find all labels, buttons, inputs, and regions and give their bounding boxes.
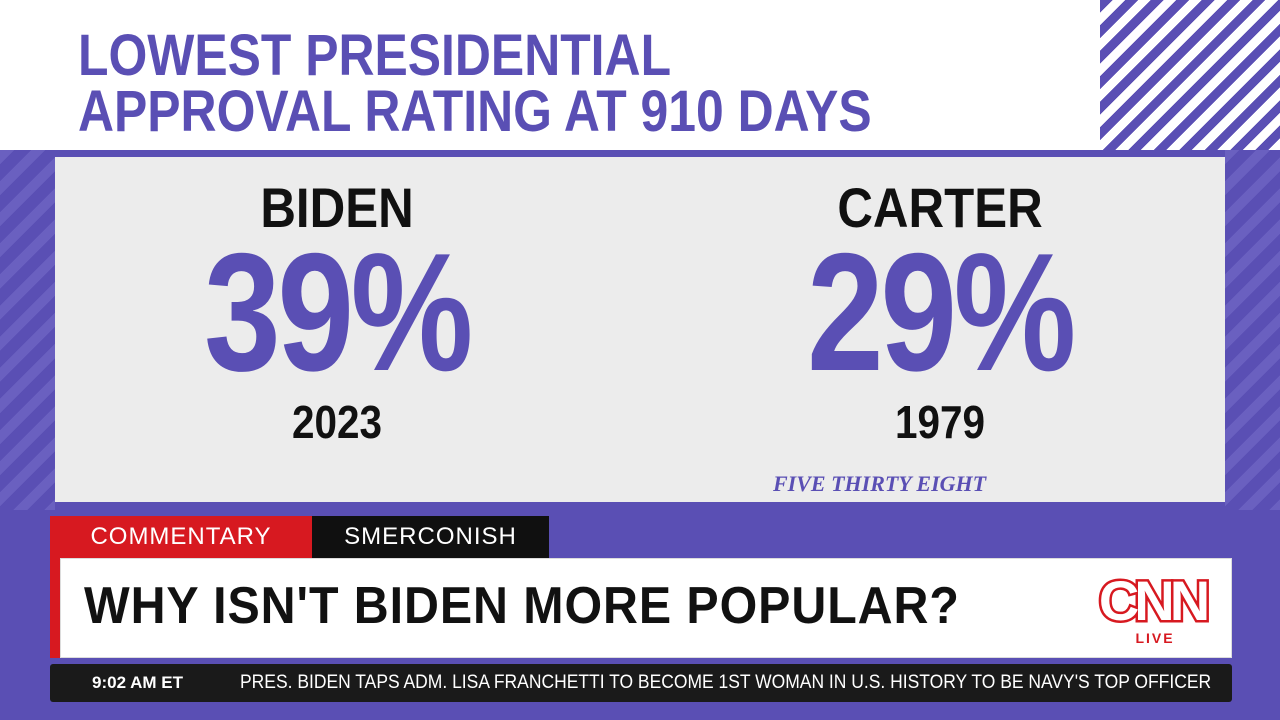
president-name: CARTER — [837, 176, 1043, 239]
graphic-headline: LOWEST PRESIDENTIAL APPROVAL RATING AT 9… — [78, 23, 872, 144]
approval-year: 1979 — [894, 396, 986, 448]
cnn-logo-text: CNN — [1099, 569, 1207, 632]
lower-third-banner: WHY ISN'T BIDEN MORE POPULAR? CNN LIVE — [60, 558, 1232, 658]
source-credit: FIVE THIRTY EIGHT — [773, 471, 987, 496]
approval-percentage: 39% — [204, 218, 473, 406]
headline-line-1: LOWEST PRESIDENTIAL — [78, 23, 672, 88]
cnn-logo-icon: CNN — [1096, 568, 1214, 635]
headline-line-2: APPROVAL RATING AT 910 DAYS — [78, 79, 872, 144]
approval-percentage: 29% — [807, 218, 1076, 406]
approval-year: 2023 — [291, 396, 383, 448]
background-top — [0, 0, 1280, 150]
banner-headline: WHY ISN'T BIDEN MORE POPULAR? — [84, 577, 960, 635]
banner-accent-bar — [50, 558, 60, 658]
decorative-stripes-left — [0, 150, 55, 510]
decorative-stripes-right — [1225, 150, 1280, 510]
show-name-tag: SMERCONISH — [312, 516, 549, 558]
president-name: BIDEN — [260, 176, 414, 239]
news-ticker: 9:02 AM ET PRES. BIDEN TAPS ADM. LISA FR… — [50, 664, 1232, 702]
ticker-time: 9:02 AM ET — [92, 673, 184, 692]
ticker-headline: PRES. BIDEN TAPS ADM. LISA FRANCHETTI TO… — [240, 672, 1212, 693]
decorative-stripes-top-right — [1100, 0, 1280, 150]
live-label: LIVE — [1135, 630, 1175, 646]
comparison-panel: BIDEN 39% 2023 CARTER 29% 1979 FIVE THIR… — [55, 157, 1225, 502]
commentary-tag: COMMENTARY — [50, 516, 312, 558]
